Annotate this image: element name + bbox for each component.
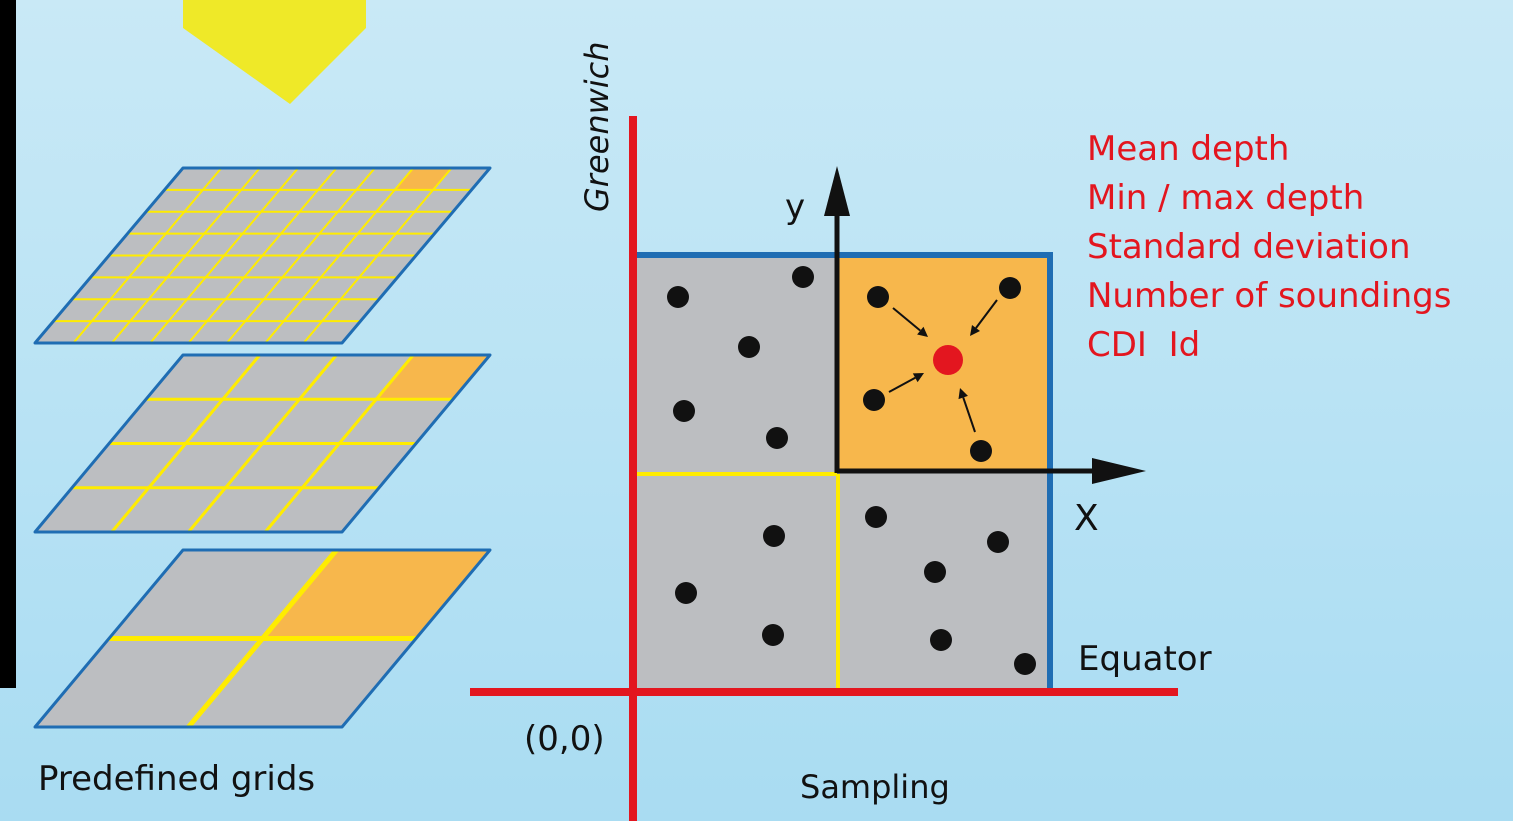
sampling-label: Sampling [800, 768, 950, 806]
grid-layer-outline [33, 548, 492, 729]
sounding-dot [867, 286, 889, 308]
sounding-dot [930, 629, 952, 651]
equator-label: Equator [1078, 639, 1212, 679]
sounding-dot [865, 506, 887, 528]
stat-number-of-soundings: Number of soundings [1087, 276, 1451, 316]
centroid-arrowhead [970, 325, 980, 336]
centroid-arrowhead [912, 373, 924, 383]
sounding-dot [863, 389, 885, 411]
origin-label: (0,0) [524, 719, 605, 759]
left-edge-bar [0, 0, 16, 688]
sounding-dot [763, 525, 785, 547]
grid-layer-outline [33, 353, 492, 534]
centroid-arrow [975, 299, 998, 329]
predefined-grid-layers [33, 166, 492, 729]
centroid-arrowhead [917, 326, 928, 337]
sounding-dot [667, 286, 689, 308]
stat-standard-deviation: Standard deviation [1087, 227, 1411, 267]
cell-bottom-left [635, 473, 837, 692]
grid-line [264, 167, 415, 344]
centroid-point [933, 345, 963, 375]
cell-top-left [635, 255, 837, 473]
sounding-dot [675, 582, 697, 604]
centroid-arrow [962, 397, 976, 433]
sounding-dots [667, 266, 1036, 675]
centroid-arrows [888, 299, 998, 433]
centroid-arrow [888, 376, 916, 393]
sounding-dot [987, 531, 1009, 553]
sounding-dot [738, 336, 760, 358]
stat-cdi-id: CDI Id [1087, 325, 1200, 365]
sounding-dot [970, 440, 992, 462]
sampling-diagram [470, 116, 1178, 821]
axis-y-label: y [785, 187, 805, 227]
sounding-dot [792, 266, 814, 288]
fine-grid-layer [33, 166, 492, 345]
stat-min-max-depth: Min / max depth [1087, 178, 1364, 218]
stat-mean-depth: Mean depth [1087, 129, 1289, 169]
local-y-arrowhead [824, 166, 850, 216]
grid-layer-outline [33, 166, 492, 345]
sounding-dot [673, 400, 695, 422]
sounding-dot [762, 624, 784, 646]
axis-x-label: X [1074, 498, 1099, 539]
predefined-grids-label: Predefined grids [38, 759, 315, 799]
centroid-arrowhead [958, 388, 968, 400]
grid-line [302, 167, 453, 344]
sounding-dot [766, 427, 788, 449]
greenwich-label: Greenwich [578, 41, 616, 212]
sounding-dot [999, 277, 1021, 299]
local-x-arrowhead [1092, 458, 1146, 484]
medium-grid-layer [33, 353, 492, 534]
coarse-grid-layer [33, 548, 492, 729]
sounding-dot [924, 561, 946, 583]
grid-line [264, 354, 415, 533]
centroid-arrow [892, 307, 921, 332]
yellow-down-arrow [183, 0, 366, 104]
grid-line [226, 167, 376, 344]
sounding-dot [1014, 653, 1036, 675]
